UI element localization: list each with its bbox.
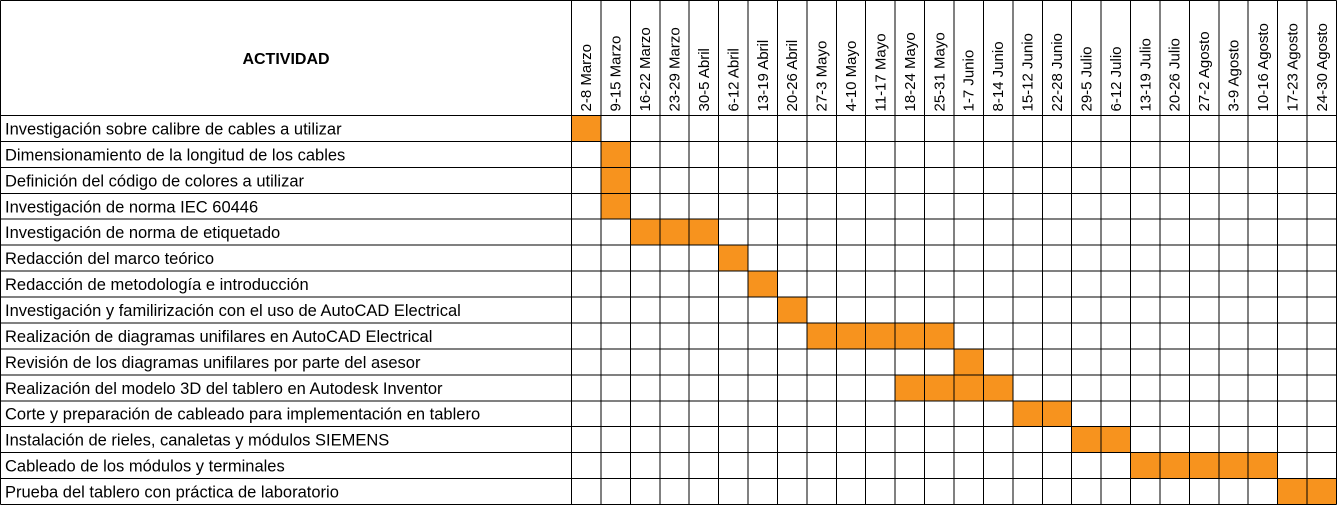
week-header-label: 6-12 Julio xyxy=(1108,46,1125,111)
task-label: Dimensionamiento de la longitud de los c… xyxy=(5,146,345,164)
gantt-cell-fill xyxy=(924,322,954,349)
gantt-cell-fill xyxy=(1012,400,1043,427)
gantt-cell-fill xyxy=(1071,426,1102,453)
gantt-cell-fill xyxy=(600,193,631,220)
week-header-label: 13-19 Abril xyxy=(755,40,772,112)
gantt-cell-fill xyxy=(659,219,690,246)
week-header-label: 1-7 Junio xyxy=(961,50,978,112)
week-header-label: 23-29 Marzo xyxy=(666,27,683,111)
week-header-label: 8-14 Junio xyxy=(990,41,1007,111)
task-label: Corte y preparación de cableado para imp… xyxy=(5,406,480,424)
week-header-label: 18-24 Mayo xyxy=(902,32,919,111)
task-label: Realización de diagramas unifilares en A… xyxy=(5,328,432,346)
task-label-column: Investigación sobre calibre de cables a … xyxy=(5,120,480,501)
task-label: Redacción del marco teórico xyxy=(5,250,214,268)
week-header-label: 11-17 Mayo xyxy=(872,33,889,111)
week-header-label: 27-2 Agosto xyxy=(1196,31,1213,111)
week-header-label: 22-28 Junio xyxy=(1049,33,1066,111)
task-label: Redacción de metodología e introducción xyxy=(5,276,309,294)
gantt-cell-fill xyxy=(777,297,807,323)
week-header-label: 9-15 Marzo xyxy=(608,36,625,112)
week-header-label: 17-23 Agosto xyxy=(1284,23,1301,111)
gantt-cell-fill xyxy=(954,348,984,375)
gantt-cell-fill xyxy=(895,374,925,401)
fills-layer xyxy=(571,115,1337,505)
gantt-cell-fill xyxy=(1248,452,1278,479)
task-label: Cableado de los módulos y terminales xyxy=(5,458,285,476)
task-label: Instalación de rieles, canaletas y módul… xyxy=(5,432,389,450)
gantt-cell-fill xyxy=(865,322,896,349)
gantt-cell-fill xyxy=(954,374,984,401)
week-header-label: 15-12 Junio xyxy=(1020,33,1037,111)
week-header-label: 16-22 Marzo xyxy=(637,27,654,111)
gantt-cell-fill xyxy=(748,271,778,298)
gantt-cell-fill xyxy=(895,322,925,349)
gantt-cell-fill xyxy=(1159,452,1190,479)
week-header-label: 10-16 Agosto xyxy=(1255,23,1272,111)
task-label: Definición del código de colores a utili… xyxy=(5,172,305,190)
week-header-label: 6-12 Abril xyxy=(725,48,742,111)
gantt-cell-fill xyxy=(924,374,954,401)
gantt-cell-fill xyxy=(1189,452,1219,479)
week-header-label: 13-19 Julio xyxy=(1137,38,1154,111)
gantt-cell-fill xyxy=(571,115,601,142)
gantt-cell-fill xyxy=(600,167,631,194)
gantt-cell-fill xyxy=(1130,452,1160,479)
gantt-cell-fill xyxy=(1218,452,1249,479)
gantt-cell-fill xyxy=(1277,478,1308,505)
week-header-label: 29-5 Julio xyxy=(1078,46,1095,111)
task-label: Investigación de norma IEC 60446 xyxy=(5,198,258,216)
week-header-label: 27-3 Mayo xyxy=(814,41,831,112)
gantt-cell-fill xyxy=(836,322,866,349)
gantt-cell-fill xyxy=(1042,400,1072,427)
week-header-label: 20-26 Julio xyxy=(1167,38,1184,111)
gantt-cell-fill xyxy=(600,141,631,168)
task-label: Investigación de norma de etiquetado xyxy=(5,224,280,242)
gantt-cell-fill xyxy=(806,322,837,349)
task-label: Investigación sobre calibre de cables a … xyxy=(5,120,342,138)
week-header-label: 4-10 Mayo xyxy=(843,41,860,112)
task-label: Revisión de los diagramas unifilares por… xyxy=(5,354,421,372)
task-label: Prueba del tablero con práctica de labor… xyxy=(5,484,339,502)
week-header-label: 20-26 Abril xyxy=(784,40,801,112)
week-header-label: 30-5 Abril xyxy=(696,48,713,111)
gantt-cell-fill xyxy=(689,219,719,246)
gantt-cell-fill xyxy=(718,245,749,272)
gantt-cell-fill xyxy=(1101,426,1131,453)
week-header-row: 2-8 Marzo 9-15 Marzo 16-22 Marzo 23-29 Marz… xyxy=(578,23,1331,111)
gantt-cell-fill xyxy=(630,219,660,246)
gantt-cell-fill xyxy=(983,374,1013,401)
task-label: Realización del modelo 3D del tablero en… xyxy=(5,380,443,398)
week-header-label: 3-9 Agosto xyxy=(1226,40,1243,112)
week-header-label: 25-31 Mayo xyxy=(931,32,948,111)
task-label: Investigación y familirización con el us… xyxy=(5,302,461,320)
week-header-label: 2-8 Marzo xyxy=(578,44,595,112)
activity-header: ACTIVIDAD xyxy=(242,51,329,68)
week-header-label: 24-30 Agosto xyxy=(1314,23,1331,111)
gantt-cell-fill xyxy=(1307,478,1337,505)
